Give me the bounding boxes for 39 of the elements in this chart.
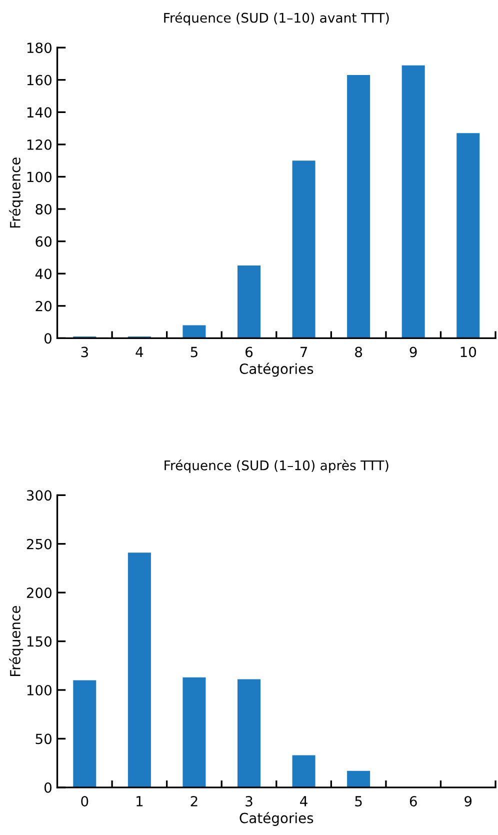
x-tick-label: 10 <box>460 346 476 358</box>
y-axis-title: Fréquence <box>9 158 24 228</box>
y-tick-label: 120 <box>27 139 52 150</box>
x-tick-label: 6 <box>410 796 417 806</box>
x-tick-label: 1 <box>136 796 143 806</box>
x-tick-label: 3 <box>81 346 88 358</box>
x-tick-label: 9 <box>410 346 417 358</box>
x-tick-label: 6 <box>246 346 253 358</box>
chart-title: Fréquence (SUD (1–10) après TTT) <box>164 460 388 473</box>
x-tick-label: 0 <box>81 796 88 806</box>
x-tick-label: 7 <box>300 346 308 358</box>
x-tick-label: 9 <box>464 796 472 806</box>
x-axis-title: Catégories <box>240 362 314 377</box>
x-tick-label: 5 <box>190 346 198 358</box>
y-tick-label: 300 <box>26 490 52 501</box>
y-tick-label: 20 <box>36 300 52 312</box>
y-tick-label: 200 <box>26 588 52 598</box>
x-tick-label: 4 <box>136 346 144 358</box>
y-tick-label: 80 <box>36 204 52 215</box>
x-tick-label: 5 <box>355 796 362 806</box>
x-axis-title: Catégories <box>240 812 314 826</box>
y-tick-label: 160 <box>27 74 52 86</box>
y-tick-label: 180 <box>27 42 52 54</box>
y-tick-label: 40 <box>35 268 52 280</box>
y-tick-label: 50 <box>36 734 52 744</box>
chart-title: Fréquence (SUD (1–10) avant TTT) <box>164 12 389 26</box>
x-tick-label: 4 <box>300 796 308 806</box>
y-tick-label: 140 <box>27 107 52 118</box>
y-tick-label: 0 <box>44 333 52 344</box>
y-tick-label: 100 <box>27 172 52 182</box>
x-tick-label: 8 <box>355 346 362 358</box>
y-tick-label: 150 <box>27 636 52 647</box>
y-tick-label: 60 <box>36 236 52 247</box>
y-axis-title: Fréquence <box>9 606 24 676</box>
y-tick-label: 0 <box>44 782 52 793</box>
x-tick-label: 2 <box>190 796 198 806</box>
x-tick-label: 3 <box>246 796 252 806</box>
y-tick-label: 100 <box>27 684 52 696</box>
y-tick-label: 250 <box>26 538 52 550</box>
